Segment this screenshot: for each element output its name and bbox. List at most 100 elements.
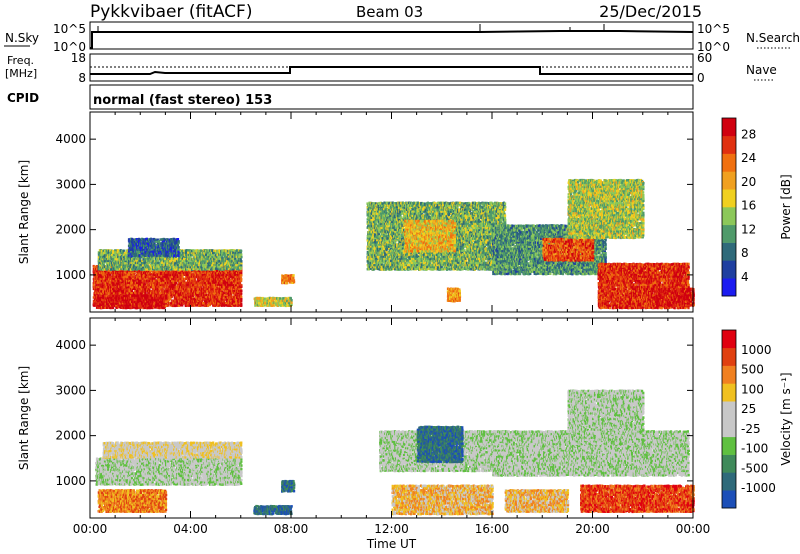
x-tick-label: 12:00: [374, 522, 409, 536]
colorbar-swatch: [722, 472, 736, 491]
cpid-label: CPID: [7, 91, 39, 105]
x-tick-label: 08:00: [274, 522, 309, 536]
colorbar-swatch: [722, 224, 736, 243]
velocity-echo-region: [391, 484, 494, 516]
colorbar-swatch: [722, 207, 736, 226]
colorbar-tick-label: 4: [741, 270, 749, 284]
colorbar-swatch: [722, 171, 736, 190]
velocity-data-cells: [95, 389, 695, 516]
freq-label-line2: [MHz]: [5, 67, 37, 80]
nsky-trace: [90, 30, 694, 49]
velocity-echo-region: [95, 457, 243, 486]
colorbar-swatch: [722, 278, 736, 297]
velocity-echo-region: [253, 504, 293, 516]
velocity-echo-region: [504, 489, 570, 514]
colorbar-swatch: [722, 347, 736, 366]
power-data-cells: [92, 178, 695, 310]
colorbar-tick-label: 20: [741, 175, 756, 189]
colorbar-swatch: [722, 419, 736, 438]
power-echo-region: [446, 287, 462, 303]
power-echo-region: [253, 296, 293, 308]
velocity-echo-region: [416, 425, 464, 464]
velocity-panel: 1000 2000 3000 4000 00:00 04:00 08:00 12:00 16:0…: [17, 317, 793, 551]
cpid-panel: CPID normal (fast stereo) 153: [7, 84, 694, 110]
nsearch-tick-low: 10^0: [697, 40, 730, 54]
colorbar-tick-label: -25: [741, 422, 761, 436]
nsearch-tick-high: 10^5: [697, 22, 730, 36]
y-tick-label: 4000: [55, 338, 86, 352]
nsky-label: N.Sky: [5, 31, 39, 45]
power-echo-region: [542, 237, 595, 262]
velocity-echo-region: [102, 441, 243, 459]
x-axis-label: Time UT: [366, 537, 417, 551]
nsky-tick-low: 10^0: [53, 40, 86, 54]
power-echo-region: [366, 201, 507, 271]
power-echo-region: [97, 249, 243, 271]
y-tick-label: 2000: [55, 223, 86, 237]
y-axis-label: Slant Range [km]: [17, 366, 31, 470]
colorbar-swatch: [722, 189, 736, 208]
colorbar-tick-label: -1000: [741, 481, 776, 495]
y-tick-label: 4000: [55, 132, 86, 146]
y-tick-label: 3000: [55, 177, 86, 191]
y-tick-label: 1000: [55, 474, 86, 488]
colorbar-swatch: [722, 153, 736, 172]
colorbar-tick-label: 12: [741, 222, 756, 236]
velocity-echo-region: [580, 484, 695, 514]
velocity-echo-region: [97, 489, 168, 513]
colorbar-swatch: [722, 436, 736, 455]
nsky-tick-high: 10^5: [53, 22, 86, 36]
freq-tick-low: 8: [78, 71, 86, 85]
cpid-text: normal (fast stereo) 153: [93, 93, 272, 108]
colorbar-tick-label: 25: [741, 402, 756, 416]
colorbar-label: Power [dB]: [779, 174, 793, 239]
colorbar-swatch: [722, 135, 736, 154]
y-tick-label: 1000: [55, 268, 86, 282]
power-echo-region: [567, 178, 645, 240]
colorbar-tick-label: 28: [741, 127, 756, 141]
colorbar-tick-label: -500: [741, 461, 768, 475]
colorbar-tick-label: 8: [741, 246, 749, 260]
x-tick-label: 00:00: [73, 522, 108, 536]
nave-label: Nave: [746, 63, 777, 77]
freq-trace: [90, 66, 693, 75]
power-echo-region: [404, 219, 457, 253]
colorbar-swatch: [722, 330, 736, 349]
colorbar-tick-label: 1000: [741, 343, 772, 357]
colorbar-tick-label: 16: [741, 199, 756, 213]
x-tick-label: 00:00: [676, 522, 711, 536]
colorbar-swatch: [722, 383, 736, 402]
power-echo-region: [95, 294, 168, 310]
x-tick-label: 20:00: [575, 522, 610, 536]
colorbar-swatch: [722, 365, 736, 384]
colorbar-swatch: [722, 454, 736, 473]
colorbar-swatch: [722, 118, 736, 137]
nsky-panel: 10^5 10^0 10^5 10^0 N.Sky N.Search: [4, 21, 800, 54]
colorbar-tick-label: 500: [741, 363, 764, 377]
freq-tick-high: 18: [71, 51, 86, 65]
y-tick-label: 3000: [55, 383, 86, 397]
y-tick-label: 2000: [55, 429, 86, 443]
velocity-colorbar: 1000 500 100 25 -25 -100 -500 -1000 Velocity [m …: [721, 329, 793, 509]
colorbar-swatch: [722, 490, 736, 509]
colorbar-tick-label: -100: [741, 442, 768, 456]
y-axis-label: Slant Range [km]: [17, 160, 31, 264]
power-echo-region: [655, 287, 695, 308]
x-tick-label: 04:00: [173, 522, 208, 536]
velocity-echo-region: [567, 389, 645, 446]
power-colorbar: 4 8 12 16 20 24 28 Power [dB]: [721, 117, 793, 297]
colorbar-label: Velocity [m s⁻¹]: [779, 372, 793, 465]
colorbar-tick-label: 24: [741, 151, 756, 165]
x-tick-label: 16:00: [475, 522, 510, 536]
freq-label-line1: Freq.: [7, 54, 34, 67]
freq-panel: 18 8 60 0 Freq. [MHz] Nave: [5, 51, 777, 85]
colorbar-swatch: [722, 242, 736, 261]
nave-tick-low: 0: [697, 71, 705, 85]
power-panel: 1000 2000 3000 4000 Slant Range [km] 4 8 12 16 20…: [17, 111, 793, 313]
power-echo-region: [281, 274, 296, 285]
power-echo-region: [127, 237, 180, 258]
colorbar-swatch: [722, 401, 736, 420]
colorbar-tick-label: 100: [741, 382, 764, 396]
station-title: Pykkvibaer (fitACF): [90, 2, 252, 22]
